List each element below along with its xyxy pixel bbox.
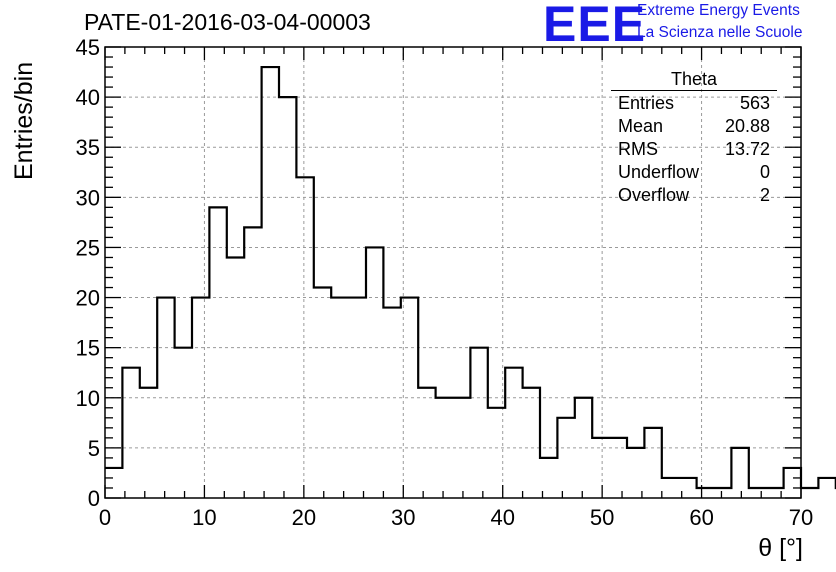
logo-line-1: Extreme Energy Events (637, 2, 800, 19)
y-tick-label: 30 (76, 185, 100, 210)
histogram-bin (314, 288, 331, 498)
histogram-bin (644, 428, 661, 498)
histogram-bin (731, 448, 748, 498)
histogram-bin (140, 388, 157, 498)
stats-label: Entries (618, 93, 675, 113)
histogram-bin (262, 67, 279, 498)
stats-row-mean: Mean 20.88 (611, 115, 777, 138)
stats-label: Underflow (618, 162, 700, 182)
x-tick-label: 50 (590, 505, 614, 530)
y-tick-label: 10 (76, 386, 100, 411)
logo-line-2: La Scienza nelle Scuole (637, 24, 803, 41)
histogram-bin (366, 247, 383, 498)
x-tick-label: 20 (292, 505, 316, 530)
histogram-bin (801, 488, 818, 498)
y-tick-label: 35 (76, 135, 100, 160)
x-tick-label: 10 (192, 505, 216, 530)
stats-value: 0 (759, 162, 770, 182)
histogram-bin (592, 438, 609, 498)
stats-value: 2 (759, 185, 770, 205)
stats-row-underflow: Underflow 0 (611, 161, 777, 184)
histogram-bin (296, 177, 313, 498)
histogram-bin (279, 97, 296, 498)
histogram-bin (383, 308, 400, 498)
x-tick-label: 0 (99, 505, 111, 530)
stats-row-overflow: Overflow 2 (611, 184, 777, 207)
histogram-outline (105, 65, 836, 490)
stats-row-entries: Entries 563 (611, 92, 777, 115)
histogram-bin (714, 488, 731, 498)
histogram-bin (418, 388, 435, 498)
stats-label: RMS (618, 139, 658, 159)
histogram-bin (122, 368, 139, 498)
histogram-bin (523, 388, 540, 498)
histogram-bin (209, 207, 226, 498)
histogram-bin (575, 398, 592, 498)
histogram-bin (227, 257, 244, 498)
histogram-bin (436, 398, 453, 498)
stats-value: 20.88 (724, 116, 770, 136)
x-tick-label: 70 (789, 505, 813, 530)
histogram-bin (505, 368, 522, 498)
stats-row-rms: RMS 13.72 (611, 138, 777, 161)
histogram-bin (331, 298, 348, 498)
histogram-bin (453, 398, 470, 498)
histogram-bin (627, 448, 644, 498)
histogram-bin (488, 408, 505, 498)
histogram-bin (349, 298, 366, 498)
histogram-bin (784, 468, 801, 498)
histogram-bin (105, 468, 122, 498)
stats-box: Theta Entries 563 Mean 20.88 RMS 13.72 U… (611, 69, 777, 207)
histogram-bin (244, 227, 261, 498)
x-tick-label: 40 (490, 505, 514, 530)
y-tick-label: 15 (76, 336, 100, 361)
histogram-bin (470, 348, 487, 498)
y-tick-label: 5 (88, 436, 100, 461)
stats-value: 13.72 (724, 139, 770, 159)
y-tick-label: 25 (76, 235, 100, 260)
histogram-bin (557, 418, 574, 498)
y-tick-label: 45 (76, 35, 100, 60)
stats-title: Theta (611, 69, 777, 91)
stats-label: Overflow (618, 185, 690, 205)
histogram-bin (697, 488, 714, 498)
x-tick-label: 30 (391, 505, 415, 530)
run-title: PATE-01-2016-03-04-00003 (84, 9, 371, 35)
plot-frame (104, 46, 802, 499)
histogram-bin (818, 478, 835, 498)
histogram-bin (401, 298, 418, 498)
stats-label: Mean (618, 116, 664, 136)
histogram-bin (749, 488, 766, 498)
histogram-bin (175, 348, 192, 498)
histogram-bin (192, 298, 209, 498)
histogram-bin (157, 298, 174, 498)
stats-value: 563 (739, 93, 770, 113)
x-tick-label: 60 (689, 505, 713, 530)
histogram-bin (662, 478, 679, 498)
eee-logo: EEE (543, 0, 647, 52)
x-axis-label: θ [°] (758, 534, 803, 562)
histogram-bin (610, 438, 627, 498)
y-tick-label: 20 (76, 286, 100, 311)
y-tick-label: 0 (88, 486, 100, 511)
y-tick-label: 40 (76, 85, 100, 110)
